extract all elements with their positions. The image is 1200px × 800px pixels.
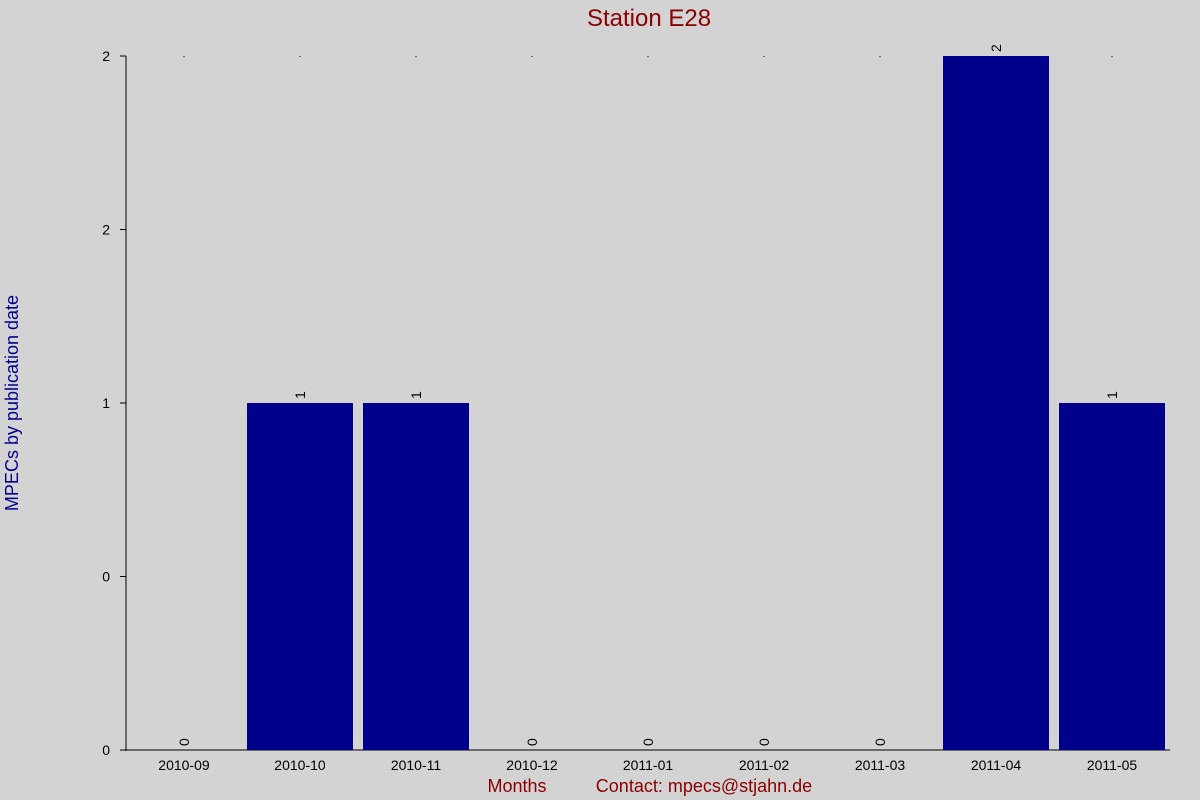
x-tick-label: 2010-10	[274, 757, 326, 773]
value-label: 1	[1104, 391, 1120, 399]
chart-title: Station E28	[587, 5, 711, 32]
contact: Contact: mpecs@stjahn.de	[596, 776, 812, 796]
value-label: 0	[176, 738, 192, 746]
x-tick-label: 2011-01	[623, 757, 674, 773]
x-tick-label: 2010-12	[506, 757, 558, 773]
value-label: 0	[872, 738, 888, 746]
x-tick-label: 2010-11	[391, 757, 442, 773]
bar	[247, 403, 353, 750]
value-label: 0	[524, 738, 540, 746]
y-tick-label: 2	[102, 222, 110, 238]
y-tick-label: 1	[102, 395, 110, 411]
value-label: 0	[756, 738, 772, 746]
x-tick-label: 2011-05	[1087, 757, 1138, 773]
value-label: 1	[408, 391, 424, 399]
y-tick-label: 0	[102, 569, 110, 585]
x-tick-label: 2011-04	[971, 757, 1022, 773]
y-tick-label: 2	[102, 48, 110, 64]
y-axis-label: MPECs by publication date	[2, 295, 22, 511]
x-tick-label: 2011-02	[739, 757, 790, 773]
bar	[943, 56, 1049, 750]
value-label: 2	[988, 44, 1004, 52]
value-label: 1	[292, 391, 308, 399]
x-axis-label: Months	[487, 776, 546, 796]
x-tick-label: 2011-03	[855, 757, 906, 773]
bar	[363, 403, 469, 750]
bar	[1059, 403, 1165, 750]
x-tick-label: 2010-09	[158, 757, 210, 773]
y-tick-label: 0	[102, 742, 110, 758]
value-label: 0	[640, 738, 656, 746]
